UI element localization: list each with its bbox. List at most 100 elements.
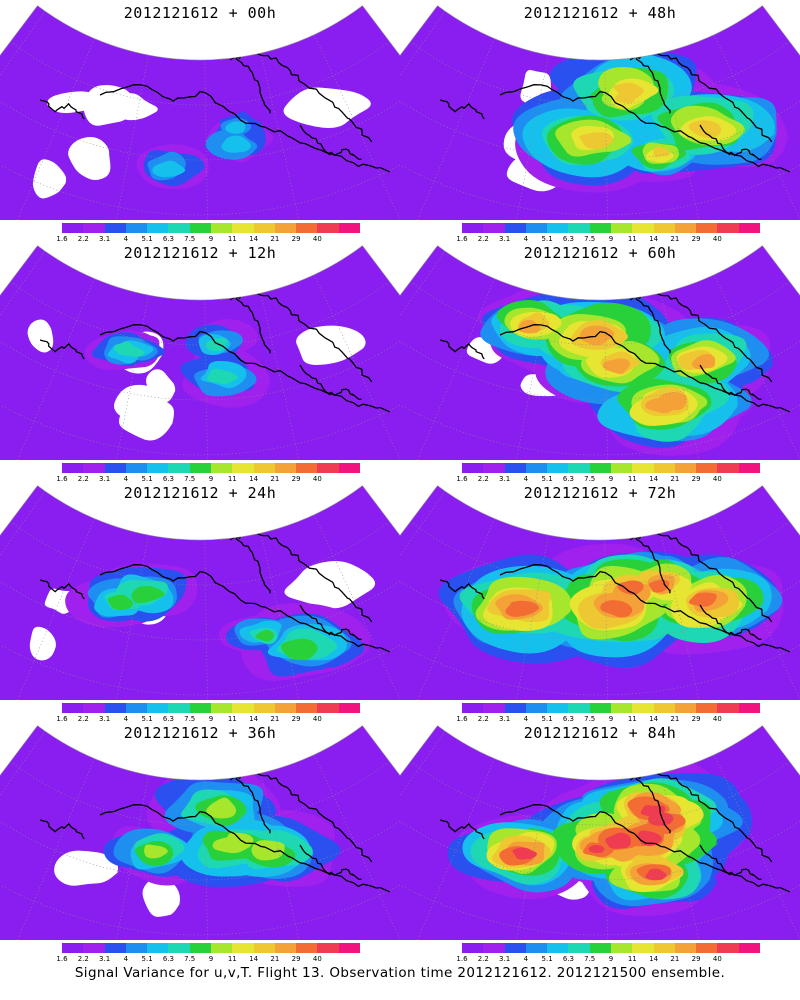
no-data-area: [146, 369, 177, 406]
colorbar-swatch: [462, 463, 484, 473]
colorbar-labels: 1.6 2.2 3.1 4 5.1 6.3 7.5 9 11 14 21 29 40: [56, 235, 360, 245]
colorbar-label: 11: [227, 715, 237, 723]
longitude-line: [313, 514, 400, 700]
colorbar-swatch: [568, 223, 590, 233]
coastline: [99, 804, 391, 893]
colorbar-swatch: [62, 703, 84, 713]
colorbar-label: 11: [627, 955, 637, 963]
colorbar-swatch: [147, 943, 169, 953]
colorbar-label: 7.5: [184, 475, 196, 483]
colorbar-label: 1.6: [56, 955, 68, 963]
colorbar: [62, 943, 360, 953]
colorbar-swatch: [696, 463, 718, 473]
colorbar-swatch: [696, 223, 718, 233]
colorbar-label: 4: [523, 235, 529, 243]
longitude-line: [108, 54, 149, 220]
colorbar-label: 21: [670, 235, 680, 243]
colorbar-label: 1.6: [456, 475, 468, 483]
contour-band: [225, 121, 246, 134]
colorbar-labels: 1.6 2.2 3.1 4 5.1 6.3 7.5 9 11 14 21 29 40: [56, 715, 360, 725]
colorbar-swatch: [317, 703, 339, 713]
colorbar-swatch: [274, 703, 297, 713]
colorbar-label: 5.1: [141, 955, 153, 963]
colorbar-swatch: [483, 223, 505, 233]
colorbar-label: 29: [291, 475, 301, 483]
colorbar-swatch: [210, 943, 233, 953]
contour-band: [512, 847, 539, 860]
colorbar-label: 7.5: [584, 475, 596, 483]
colorbar-swatch: [189, 463, 211, 473]
forecast-panel: 2012121612 + 72h 1.6 2.2 3.1 4 5.1 6.3 7.5 9 11 1…: [400, 480, 800, 723]
colorbar-labels: 1.6 2.2 3.1 4 5.1 6.3 7.5 9 11 14 21 29 40: [456, 475, 760, 485]
colorbar-label: 2.2: [77, 955, 89, 963]
colorbar-swatch: [696, 943, 718, 953]
colorbar-swatch: [610, 703, 633, 713]
coastline: [499, 324, 791, 413]
colorbar-label: 9: [608, 475, 614, 483]
colorbar-swatch: [104, 943, 126, 953]
colorbar-swatch: [168, 223, 190, 233]
field-base: [0, 5, 400, 220]
colorbar-label: 6.3: [562, 955, 574, 963]
coastline: [99, 84, 391, 173]
contour-band: [613, 82, 646, 100]
colorbar-swatch: [147, 703, 169, 713]
colorbar-label: 5.1: [541, 475, 553, 483]
colorbar-label: 1.6: [56, 475, 68, 483]
contour-band: [280, 638, 319, 661]
coastline: [699, 604, 762, 641]
colorbar-label: 21: [670, 715, 680, 723]
colorbar-swatch: [338, 223, 360, 233]
longitude-line: [604, 299, 609, 460]
colorbar-swatch: [338, 463, 360, 473]
colorbar-swatch: [483, 943, 505, 953]
colorbar-label: 21: [270, 235, 280, 243]
colorbar-swatch: [738, 463, 760, 473]
map-border: [0, 5, 400, 61]
longitude-line: [508, 774, 549, 940]
panel-title: 2012121612 + 60h: [523, 244, 677, 262]
variance-field: [0, 245, 400, 460]
colorbar-swatch: [568, 703, 590, 713]
colorbar-swatch: [210, 463, 233, 473]
colorbar-label: 40: [712, 235, 722, 243]
colorbar-label: 21: [270, 955, 280, 963]
colorbar-swatch: [610, 943, 633, 953]
colorbar-labels: 1.6 2.2 3.1 4 5.1 6.3 7.5 9 11 14 21 29 40: [456, 235, 760, 245]
colorbar-swatch: [525, 943, 548, 953]
longitude-line: [204, 59, 209, 220]
colorbar-label: 11: [627, 235, 637, 243]
longitude-line: [204, 779, 209, 940]
colorbar-swatch: [189, 943, 211, 953]
colorbar-label: 14: [249, 475, 259, 483]
colorbar-label: 5.1: [541, 715, 553, 723]
colorbar-swatch: [274, 223, 297, 233]
colorbar-label: 5.1: [141, 715, 153, 723]
colorbar-swatch: [632, 703, 654, 713]
colorbar-label: 9: [608, 715, 614, 723]
colorbar-label: 5.1: [141, 235, 153, 243]
panel-title: 2012121612 + 36h: [123, 724, 277, 742]
coastline: [499, 804, 791, 893]
colorbar-swatch: [504, 943, 526, 953]
colorbar-label: 29: [691, 475, 701, 483]
colorbar-label: 2.2: [477, 235, 489, 243]
colorbar-label: 5.1: [541, 955, 553, 963]
colorbar-label: 6.3: [162, 955, 174, 963]
colorbar-swatch: [104, 223, 126, 233]
colorbar-swatch: [317, 223, 339, 233]
longitude-line: [260, 53, 309, 220]
colorbar-swatch: [83, 223, 105, 233]
colorbar-label: 21: [670, 955, 680, 963]
longitude-line: [204, 299, 209, 460]
colorbar-label: 14: [249, 715, 259, 723]
colorbar-label: 29: [691, 235, 701, 243]
colorbar-label: 14: [649, 475, 659, 483]
longitude-line: [108, 294, 149, 460]
colorbar-label: 7.5: [584, 955, 596, 963]
colorbar-label: 2.2: [477, 955, 489, 963]
colorbar-label: 21: [670, 475, 680, 483]
no-data-area: [27, 319, 54, 353]
colorbar-swatch: [738, 223, 760, 233]
colorbar-label: 29: [691, 955, 701, 963]
